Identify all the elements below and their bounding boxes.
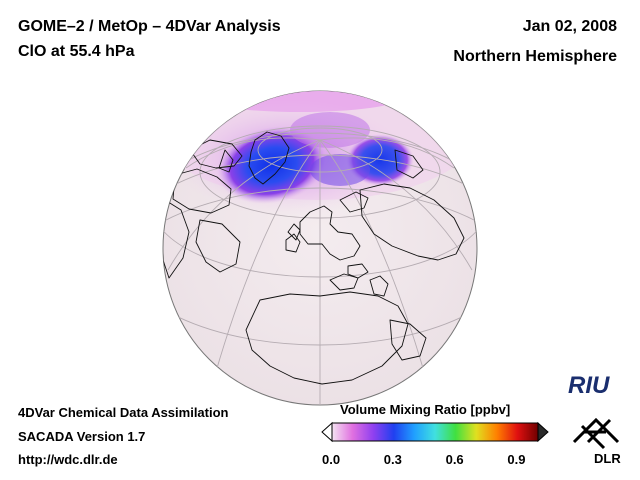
colorbar-gradient xyxy=(331,422,539,442)
graticule xyxy=(163,125,477,405)
clo-anomaly-west xyxy=(216,126,328,204)
map-subtitle: ClO at 55.4 hPa xyxy=(18,43,135,60)
dlr-logo-text: DLR xyxy=(594,451,621,466)
colorbar-tick-label: 0.6 xyxy=(445,452,464,467)
colorbar-low-arrow xyxy=(321,421,333,443)
riu-logo: RIU xyxy=(568,372,609,400)
map-title: GOME–2 / MetOp – 4DVar Analysis xyxy=(18,18,281,35)
footer-line-1: 4DVar Chemical Data Assimilation xyxy=(18,405,229,420)
footer-link[interactable]: http://wdc.dlr.de xyxy=(18,452,118,467)
colorbar-tick-label: 0.3 xyxy=(383,452,402,467)
colorbar-title: Volume Mixing Ratio [ppbv] xyxy=(340,402,511,417)
colorbar xyxy=(321,421,549,443)
colorbar-tick-label: 0.9 xyxy=(507,452,526,467)
colorbar-tick-label: 0.0 xyxy=(322,452,341,467)
footer-line-2: SACADA Version 1.7 xyxy=(18,429,146,444)
colorbar-high-arrow xyxy=(537,421,549,443)
coastlines xyxy=(163,131,465,385)
dlr-logo-icon xyxy=(572,417,620,450)
region-label: Northern Hemisphere xyxy=(453,48,617,65)
riu-logo-text: RIU xyxy=(568,372,610,399)
date-label: Jan 02, 2008 xyxy=(522,18,617,35)
